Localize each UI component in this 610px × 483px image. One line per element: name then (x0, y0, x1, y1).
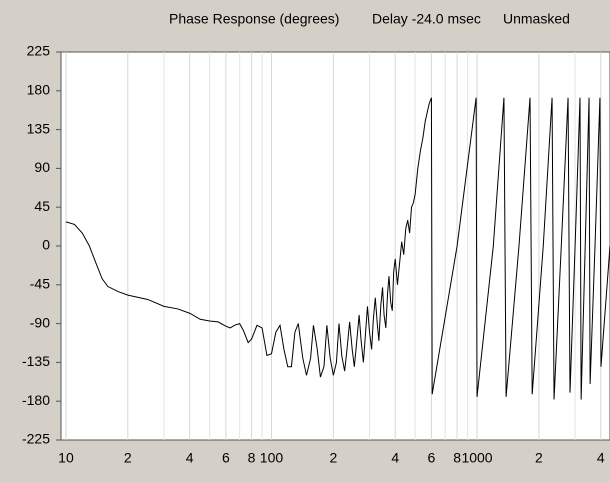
mask-label: Unmasked (503, 11, 570, 27)
x-tick-label: 2 (329, 450, 337, 466)
x-tick-label: 6 (222, 450, 230, 466)
delay-label: Delay -24.0 msec (372, 11, 481, 27)
plot-area (60, 51, 610, 441)
phase-line (65, 97, 610, 400)
y-tick-label: 225 (27, 43, 51, 59)
x-tick-label: 4 (391, 450, 399, 466)
y-tick-label: -225 (22, 431, 50, 447)
y-tick-label: -135 (22, 353, 50, 369)
y-tick-label: -180 (22, 392, 50, 408)
x-tick-label: 4 (597, 450, 605, 466)
x-tick-label: 1000 (461, 450, 492, 466)
y-tick-label: 0 (42, 237, 50, 253)
x-tick-label: 8 (453, 450, 461, 466)
y-tick-label: 45 (34, 198, 50, 214)
x-tick-label: 6 (428, 450, 436, 466)
y-tick-label: -90 (30, 314, 50, 330)
y-tick-label: 135 (27, 120, 51, 136)
x-tick-label: 2 (124, 450, 132, 466)
y-tick-label: 90 (34, 159, 50, 175)
y-tick-label: -45 (30, 276, 50, 292)
x-tick-label: 4 (186, 450, 194, 466)
x-tick-label: 2 (535, 450, 543, 466)
x-tick-label: 10 (58, 450, 74, 466)
y-tick-label: 180 (27, 82, 51, 98)
chart-title: Phase Response (degrees) (169, 11, 339, 27)
x-tick-label: 100 (260, 450, 284, 466)
x-tick-label: 8 (248, 450, 256, 466)
